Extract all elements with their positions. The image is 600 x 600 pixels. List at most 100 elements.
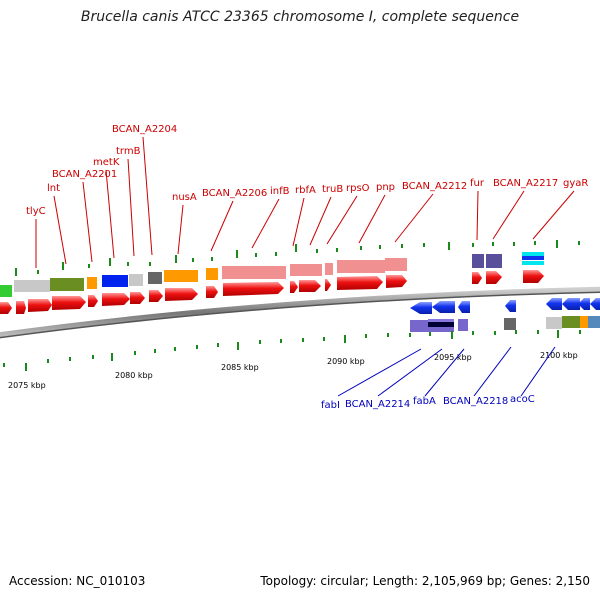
- feature-block: [0, 285, 12, 297]
- feature-block: [410, 320, 428, 332]
- feature-block: [580, 316, 588, 328]
- gene-label[interactable]: fur: [470, 178, 485, 189]
- gene-labels-bottom: fabI BCAN_A2214 fabA BCAN_A2218 acoC: [321, 394, 535, 411]
- feature-block: [522, 261, 544, 265]
- feature-block: [588, 316, 600, 328]
- gene-arrow[interactable]: [165, 288, 198, 301]
- gene-arrow[interactable]: [16, 301, 26, 314]
- feature-block: [325, 263, 333, 275]
- axis-tick-label: 2100 kbp: [540, 351, 578, 360]
- gene-label[interactable]: BCAN_A2201: [52, 169, 117, 180]
- axis-tick-label: 2095 kbp: [434, 353, 472, 362]
- gene-label[interactable]: BCAN_A2217: [493, 178, 558, 189]
- gene-arrow[interactable]: [486, 271, 502, 284]
- gene-arrow[interactable]: [206, 286, 218, 298]
- gene-arrow[interactable]: [386, 275, 407, 288]
- feature-track-top: [0, 252, 544, 297]
- gene-arrow[interactable]: [562, 298, 580, 310]
- gene-label[interactable]: pnp: [376, 182, 395, 193]
- gene-label[interactable]: gyaR: [563, 178, 588, 189]
- accession-label: Accession: NC_010103: [9, 574, 146, 588]
- feature-block: [148, 272, 162, 284]
- feature-block: [164, 270, 198, 282]
- label-leaders-top: [35, 136, 575, 268]
- feature-block: [522, 252, 544, 256]
- gene-label[interactable]: BCAN_A2214: [345, 399, 410, 410]
- feature-block: [504, 318, 516, 330]
- gene-label[interactable]: lnt: [47, 183, 60, 194]
- gene-arrow[interactable]: [102, 293, 130, 306]
- gene-label[interactable]: infB: [270, 186, 290, 197]
- gene-arrow[interactable]: [472, 272, 482, 284]
- reverse-genes: [410, 298, 600, 314]
- map-title: Brucella canis ATCC 23365 chromosome I, …: [80, 9, 520, 25]
- gene-label[interactable]: BCAN_A2218: [443, 396, 508, 407]
- feature-block: [290, 264, 322, 276]
- gene-arrow[interactable]: [52, 296, 86, 310]
- gene-label[interactable]: fabA: [413, 396, 436, 407]
- backbone-shadow: [0, 291, 600, 339]
- forward-genes: [0, 270, 544, 314]
- gene-label[interactable]: fabI: [321, 400, 340, 411]
- gene-label[interactable]: rbfA: [295, 185, 316, 196]
- axis-tick-label: 2080 kbp: [115, 371, 153, 380]
- gene-arrow[interactable]: [325, 279, 331, 291]
- feature-block: [428, 319, 454, 322]
- gene-arrow[interactable]: [523, 270, 544, 283]
- feature-block: [87, 277, 97, 289]
- axis-tick-label: 2085 kbp: [221, 363, 259, 372]
- feature-block: [562, 316, 580, 328]
- gene-arrow[interactable]: [149, 290, 163, 302]
- feature-block: [486, 254, 502, 268]
- feature-block: [50, 278, 84, 291]
- gene-label[interactable]: truB: [322, 184, 343, 195]
- gene-label[interactable]: acoC: [510, 394, 535, 405]
- feature-block: [102, 275, 128, 287]
- feature-block: [428, 322, 454, 327]
- gene-arrow[interactable]: [505, 300, 516, 312]
- feature-block: [546, 317, 562, 329]
- feature-block: [337, 260, 385, 273]
- gene-label[interactable]: BCAN_A2212: [402, 181, 467, 192]
- genome-backbone: [0, 286, 600, 338]
- feature-block: [206, 268, 218, 280]
- gene-arrow[interactable]: [578, 298, 590, 310]
- gene-labels-top: tlyC lnt BCAN_A2201 metK trmB BCAN_A2204…: [26, 124, 588, 217]
- axis-tick-label: 2075 kbp: [8, 381, 46, 390]
- feature-block: [472, 254, 484, 268]
- feature-track-bottom: [410, 316, 600, 332]
- gene-label[interactable]: nusA: [172, 192, 197, 203]
- gene-arrow[interactable]: [458, 301, 470, 313]
- gene-label[interactable]: rpsO: [346, 183, 370, 194]
- gene-label[interactable]: tlyC: [26, 206, 46, 217]
- gene-arrow[interactable]: [130, 292, 145, 304]
- gene-arrow[interactable]: [432, 301, 455, 313]
- gene-label[interactable]: BCAN_A2204: [112, 124, 177, 135]
- label-leaders-bottom: [337, 346, 556, 397]
- feature-block: [458, 319, 468, 331]
- gene-label[interactable]: metK: [93, 157, 120, 168]
- gene-arrow[interactable]: [223, 282, 284, 296]
- gene-arrow[interactable]: [290, 281, 298, 293]
- gene-arrow[interactable]: [299, 280, 321, 292]
- feature-block: [522, 256, 544, 260]
- gc-ticks-top: [15, 240, 580, 276]
- gene-arrow[interactable]: [28, 299, 52, 312]
- position-axis: 2075 kbp 2080 kbp 2085 kbp 2090 kbp 2095…: [8, 351, 578, 390]
- feature-block: [222, 266, 286, 279]
- gene-arrow[interactable]: [410, 302, 432, 314]
- feature-block: [428, 327, 454, 332]
- feature-block: [129, 274, 143, 286]
- gene-arrow[interactable]: [88, 295, 98, 307]
- gene-arrow[interactable]: [337, 276, 383, 290]
- gene-label[interactable]: trmB: [116, 146, 141, 157]
- gene-arrow[interactable]: [0, 302, 12, 314]
- feature-block: [14, 280, 50, 292]
- feature-block: [385, 258, 407, 271]
- gene-arrow[interactable]: [546, 298, 562, 310]
- gene-label[interactable]: BCAN_A2206: [202, 188, 267, 199]
- axis-tick-label: 2090 kbp: [327, 357, 365, 366]
- gene-arrow[interactable]: [590, 298, 600, 310]
- gc-ticks-bottom: [3, 330, 581, 371]
